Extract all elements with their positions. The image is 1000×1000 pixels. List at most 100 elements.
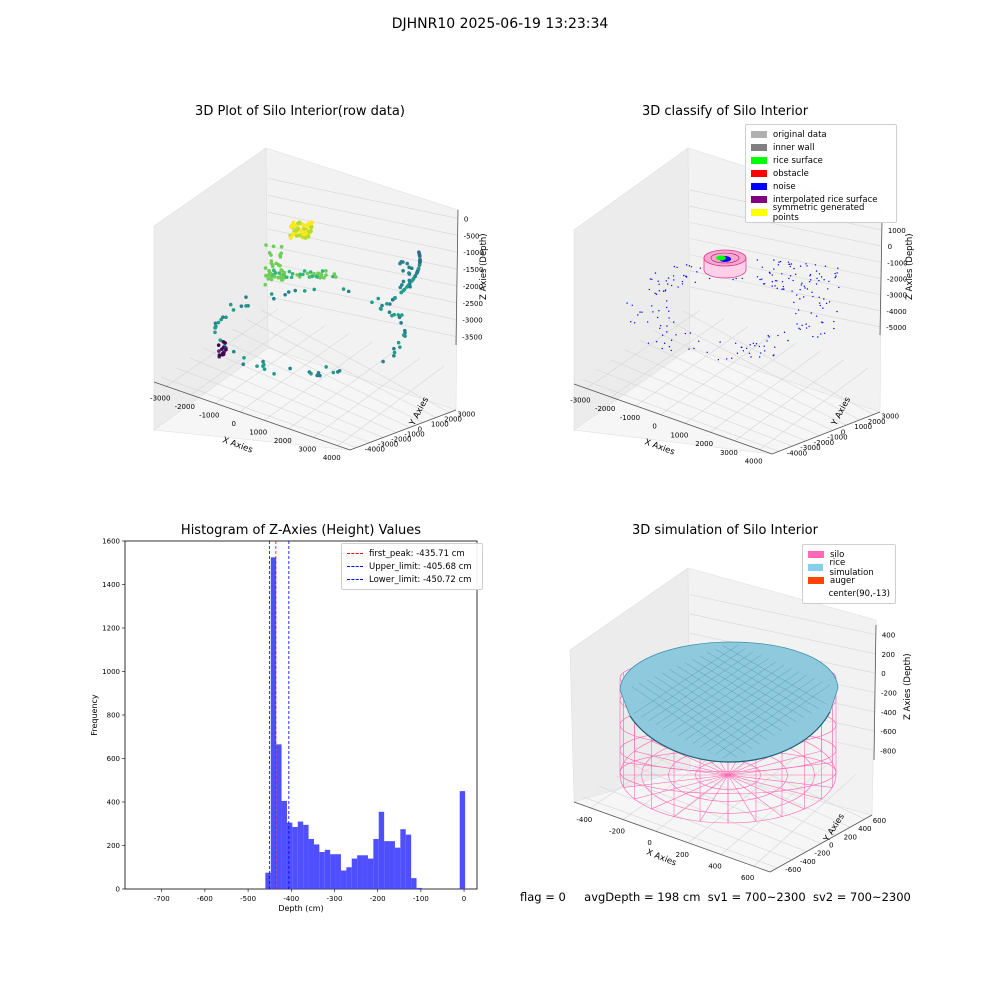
x-tick-label: 600 xyxy=(741,874,754,882)
mesh-line xyxy=(692,671,800,744)
mesh-line xyxy=(699,655,805,718)
p2-noise-point xyxy=(694,281,697,284)
histogram-bar xyxy=(346,867,352,889)
p1-point xyxy=(279,251,284,256)
x-tick-label: -600 xyxy=(197,895,213,903)
p1-point xyxy=(405,261,410,266)
y-tick-label: 600 xyxy=(873,817,886,825)
z-tick-label: -2500 xyxy=(463,300,483,308)
p2-noise-point xyxy=(787,339,789,342)
p2-noise-point xyxy=(778,261,780,263)
p1-point xyxy=(297,220,302,225)
p2-noise-point xyxy=(816,277,818,280)
p1-point xyxy=(408,284,412,289)
p2-noise-point xyxy=(658,290,661,292)
grid-line xyxy=(267,279,457,320)
p2-noise-point xyxy=(775,280,777,282)
p2-noise-point xyxy=(815,270,818,272)
p1-point xyxy=(305,271,310,276)
legend-swatch xyxy=(808,551,824,558)
legend-item: original data xyxy=(751,128,891,141)
p2-noise-point xyxy=(820,276,823,278)
p1-point xyxy=(290,272,295,276)
x-tick-label: 0 xyxy=(652,423,656,431)
histogram-bar xyxy=(367,858,374,889)
x-tick-label: -500 xyxy=(240,895,256,903)
p1-point xyxy=(288,235,294,240)
histogram-bar xyxy=(405,834,412,889)
p1-point xyxy=(280,277,284,282)
legend-label: center(90,-13) xyxy=(828,588,890,599)
p1-point xyxy=(216,343,221,347)
p2-noise-point xyxy=(654,292,656,295)
p2-noise-point xyxy=(668,346,671,348)
p3-ylabel: Frequency xyxy=(90,694,99,736)
mesh-line xyxy=(707,652,812,714)
grid-line xyxy=(267,178,458,219)
p2-noise-point xyxy=(676,266,678,269)
p2-z-axis-line xyxy=(879,221,883,336)
y-tick-label: -600 xyxy=(785,866,801,874)
p1-point xyxy=(276,275,280,280)
p2-noise-point xyxy=(631,304,633,306)
p2-noise-point xyxy=(777,334,779,337)
p1-point xyxy=(261,359,265,364)
p2-noise-point xyxy=(773,259,775,261)
histogram-bar xyxy=(281,800,287,889)
p2-noise-point xyxy=(805,323,807,325)
p2-noise-point xyxy=(668,310,670,312)
p2-noise-point xyxy=(758,345,761,348)
z-tick-label: -3000 xyxy=(887,292,907,300)
y-tick-label: 0 xyxy=(841,428,845,436)
legend-item: first_peak: -435.71 cm xyxy=(347,547,477,560)
p2-noise-point xyxy=(790,263,793,265)
silo-spoke xyxy=(699,774,729,822)
p1-point xyxy=(334,275,338,279)
p2-noise-point xyxy=(759,278,761,281)
histogram-bar xyxy=(297,821,304,889)
x-tick-label: -2000 xyxy=(175,403,195,411)
p2-noise-point xyxy=(730,357,733,359)
p1-point xyxy=(388,302,392,306)
p2-noise-point xyxy=(750,356,752,358)
grid-line xyxy=(624,349,820,436)
p2-noise-point xyxy=(666,331,668,333)
p1-point xyxy=(279,268,284,272)
mesh-line xyxy=(661,672,768,741)
p2-noise-point xyxy=(776,280,778,282)
p1-point xyxy=(255,364,259,368)
mesh-line xyxy=(722,684,831,759)
legend-item: Upper_limit: -405.68 cm xyxy=(347,560,477,573)
p2-noise-point xyxy=(658,283,660,285)
p1-point xyxy=(266,277,271,281)
p1-point xyxy=(221,340,226,344)
legend-swatch xyxy=(347,566,363,567)
p2-noise-point xyxy=(670,349,672,352)
histogram-bar xyxy=(308,838,314,889)
mesh-line xyxy=(640,648,746,718)
p1-point xyxy=(319,275,323,280)
histogram-bar xyxy=(340,870,347,889)
grid-line xyxy=(759,367,869,450)
p1-point xyxy=(401,279,406,284)
legend-item: center(90,-13) xyxy=(808,587,890,600)
p2-noise-point xyxy=(781,288,783,290)
y-tick-label: -3000 xyxy=(800,444,820,452)
p1-point xyxy=(218,338,223,342)
p2-noise-point xyxy=(805,327,808,329)
y-tick-label: 1600 xyxy=(102,538,120,546)
silo-spoke xyxy=(634,750,729,776)
p1-point xyxy=(332,272,337,276)
histogram-bar xyxy=(400,829,406,889)
grid-line xyxy=(161,376,357,448)
legend-item: rice surface xyxy=(751,154,891,167)
p2-noise-point xyxy=(828,301,831,303)
z-tick-label: -2000 xyxy=(463,283,483,291)
p2-noise-point xyxy=(819,304,821,307)
p1-point xyxy=(312,287,317,292)
p1-point xyxy=(418,260,422,264)
status-footer: flag = 0 avgDepth = 198 cm sv1 = 700~230… xyxy=(520,890,911,904)
p2-noise-point xyxy=(771,274,773,276)
p2-noise-point xyxy=(761,266,764,268)
sv1-text: sv1 = 700~2300 xyxy=(707,890,806,904)
